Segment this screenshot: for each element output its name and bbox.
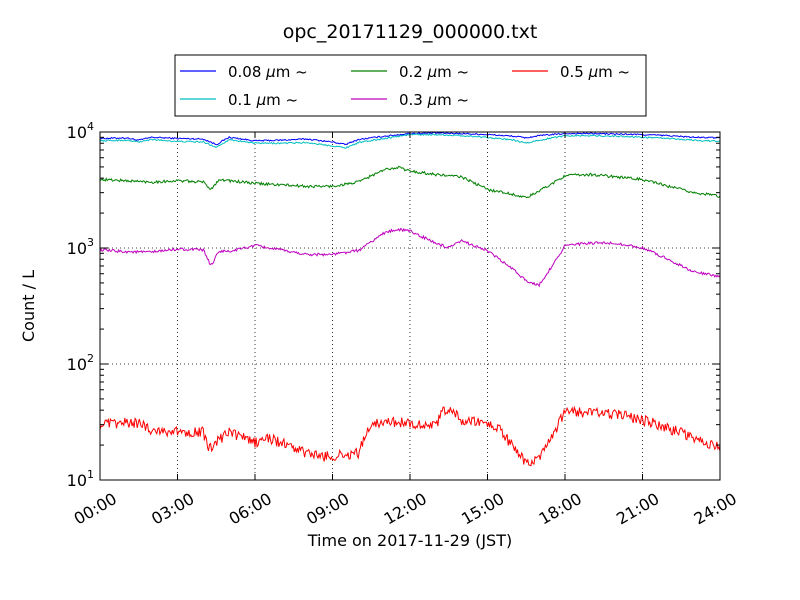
legend-label: 0.1 μm ~ [228, 91, 298, 109]
legend-label: 0.2 μm ~ [399, 63, 469, 81]
x-tick-label: 00:00 [71, 489, 120, 529]
legend-label: 0.5 μm ~ [560, 63, 630, 81]
x-tick-label: 18:00 [536, 489, 585, 529]
y-tick-label: 104 [67, 120, 94, 142]
series-line-0.3 [99, 227, 721, 288]
x-tick-label: 06:00 [226, 489, 275, 529]
x-tick-label: 24:00 [691, 489, 740, 529]
series-layer [99, 131, 721, 467]
y-axis-label: Count / L [19, 270, 38, 342]
legend-entry-0.1: 0.1 μm ~ [180, 91, 298, 109]
series-line-0.2 [99, 165, 721, 199]
series-line-0.5 [99, 405, 721, 467]
legend-entry-0.08: 0.08 μm ~ [180, 63, 308, 81]
x-tick-label: 21:00 [613, 489, 662, 529]
y-tick-label: 101 [67, 468, 94, 490]
x-tick-label: 15:00 [458, 489, 507, 529]
legend: 0.08 μm ~ 0.1 μm ~ 0.2 μm ~ 0.3 μm ~ 0.5 μm … [174, 54, 647, 117]
legend-label: 0.3 μm ~ [399, 91, 469, 109]
x-axis-label: Time on 2017-11-29 (JST) [307, 531, 512, 550]
legend-entry-0.3: 0.3 μm ~ [351, 91, 469, 109]
chart-title: opc_20171129_000000.txt [283, 21, 538, 43]
legend-box [174, 54, 647, 117]
legend-entry-0.2: 0.2 μm ~ [351, 63, 469, 81]
legend-entry-0.5: 0.5 μm ~ [512, 63, 630, 81]
x-tick-label: 03:00 [148, 489, 197, 529]
x-tick-label: 09:00 [303, 489, 352, 529]
x-tick-label: 12:00 [381, 489, 430, 529]
y-tick-label: 103 [67, 236, 94, 258]
legend-label: 0.08 μm ~ [228, 63, 308, 81]
gridlines [100, 132, 720, 480]
y-tick-label: 102 [67, 352, 94, 374]
